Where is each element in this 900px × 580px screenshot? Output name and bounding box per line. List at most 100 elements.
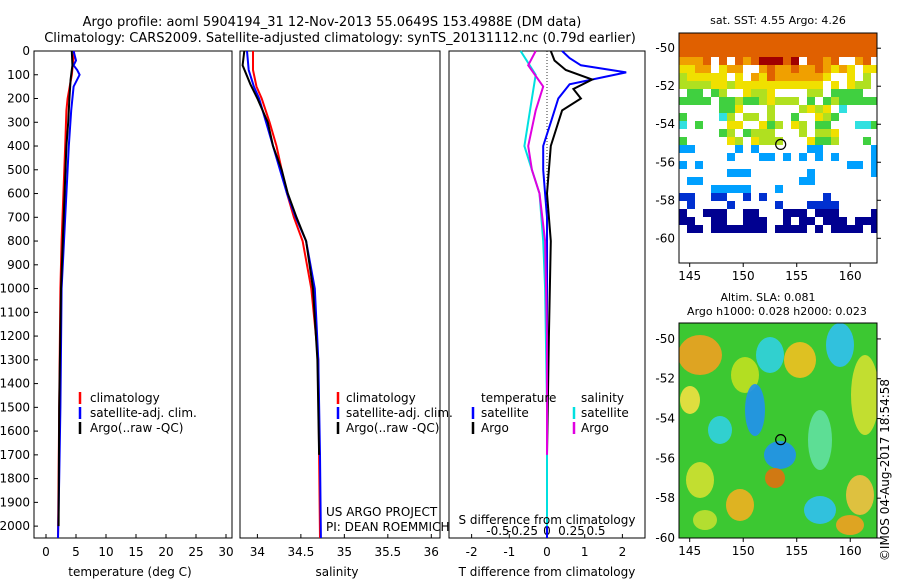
difference-panel: -2 -1 0 1 2 -0.5-0.25 0 0.25 0.5 S difference f…	[448, 50, 646, 579]
sst-cell	[831, 97, 839, 105]
sst-cell	[855, 121, 863, 129]
sst-cell	[823, 217, 831, 225]
sst-cell	[719, 209, 727, 217]
sst-cell	[839, 217, 847, 225]
sst-cell	[791, 97, 799, 105]
sst-cell	[799, 105, 807, 113]
sst-cell	[871, 33, 877, 41]
sst-cell	[751, 137, 759, 145]
sst-cell	[719, 57, 727, 65]
sst-cell	[823, 121, 831, 129]
sst-cell	[791, 41, 799, 49]
sst-cell	[735, 41, 743, 49]
sst-cell	[727, 129, 735, 137]
sst-cell	[759, 65, 767, 73]
y-tick-label: 1400	[0, 377, 30, 391]
sst-cell	[679, 97, 687, 105]
sst-cell	[775, 137, 783, 145]
y-tick-label: 1300	[0, 353, 30, 367]
sst-cell	[791, 113, 799, 121]
sst-cell	[871, 169, 877, 177]
sst-cell	[823, 73, 831, 81]
sst-cell	[711, 89, 719, 97]
sst-cell	[719, 217, 727, 225]
sst-cell	[775, 57, 783, 65]
sst-cell	[783, 57, 791, 65]
x-tick-label: 0	[42, 545, 50, 559]
sst-cell	[799, 225, 807, 233]
sst-cell	[855, 225, 863, 233]
sst-cell	[823, 193, 831, 201]
x-tick-label: 160	[839, 544, 862, 558]
sst-cell	[871, 217, 877, 225]
sst-cell	[807, 49, 815, 57]
sst-cell	[799, 41, 807, 49]
sst-cell	[679, 57, 687, 65]
y-tick-label: 1500	[0, 400, 30, 414]
sst-cell	[751, 57, 759, 65]
sst-cell	[759, 89, 767, 97]
sst-cell	[783, 225, 791, 233]
sst-cell	[743, 97, 751, 105]
sst-cell	[871, 209, 877, 217]
sst-cell	[823, 33, 831, 41]
x-tick-label: 145	[678, 269, 701, 283]
sst-cell	[871, 97, 877, 105]
sst-cell	[767, 33, 775, 41]
sst-cell	[783, 65, 791, 73]
sst-cell	[767, 129, 775, 137]
sst-cell	[719, 97, 727, 105]
sst-cell	[695, 49, 703, 57]
sst-cell	[863, 137, 871, 145]
sst-cell	[727, 97, 735, 105]
sst-cell	[727, 137, 735, 145]
sst-cell	[679, 81, 687, 89]
sst-cell	[831, 49, 839, 57]
salinity-panel: 34 34.5 35 35.5 36 salinity climatology sate…	[239, 50, 453, 579]
sst-cell	[687, 57, 695, 65]
sst-cell	[743, 185, 751, 193]
sst-cell	[687, 49, 695, 57]
legend-climatology: climatology	[90, 391, 160, 405]
sst-cell	[751, 73, 759, 81]
sst-cell	[735, 121, 743, 129]
sst-cell	[847, 225, 855, 233]
x-tick-label: 34.5	[288, 545, 315, 559]
sla-blob	[680, 386, 700, 414]
sst-cell	[863, 73, 871, 81]
sla-blob	[851, 355, 877, 435]
sst-cell	[847, 41, 855, 49]
sst-cell	[799, 209, 807, 217]
sst-cell	[791, 73, 799, 81]
sst-cell	[775, 73, 783, 81]
sst-cell	[679, 161, 687, 169]
sst-cell	[807, 81, 815, 89]
sst-cell	[863, 217, 871, 225]
y-tick-label: -52	[655, 372, 675, 386]
sst-cell	[815, 153, 823, 161]
sst-cell	[687, 89, 695, 97]
salinity-legend: climatology satellite-adj. clim. Argo(..…	[336, 391, 453, 435]
sst-cell	[807, 137, 815, 145]
sst-cell	[863, 57, 871, 65]
difference-lines	[519, 50, 627, 538]
sst-cell	[815, 145, 823, 153]
y-tick-label: 1000	[0, 282, 30, 296]
y-tick-label: 700	[7, 210, 30, 224]
float-position-marker	[775, 138, 787, 150]
sst-cell	[815, 65, 823, 73]
sst-cell	[679, 145, 687, 153]
legend-title-temperature: temperature	[481, 391, 556, 405]
sst-cell	[735, 57, 743, 65]
salinity-axes	[239, 50, 441, 539]
sst-cell	[807, 105, 815, 113]
y-tick-label: -52	[655, 79, 675, 93]
sla-blob	[846, 475, 874, 515]
y-tick-label: -56	[655, 451, 675, 465]
sst-cell	[823, 49, 831, 57]
sst-cell	[775, 97, 783, 105]
sst-cell	[839, 105, 847, 113]
sst-cell	[695, 97, 703, 105]
sst-cell	[719, 185, 727, 193]
legend-satellite: satellite-adj. clim.	[346, 406, 453, 420]
